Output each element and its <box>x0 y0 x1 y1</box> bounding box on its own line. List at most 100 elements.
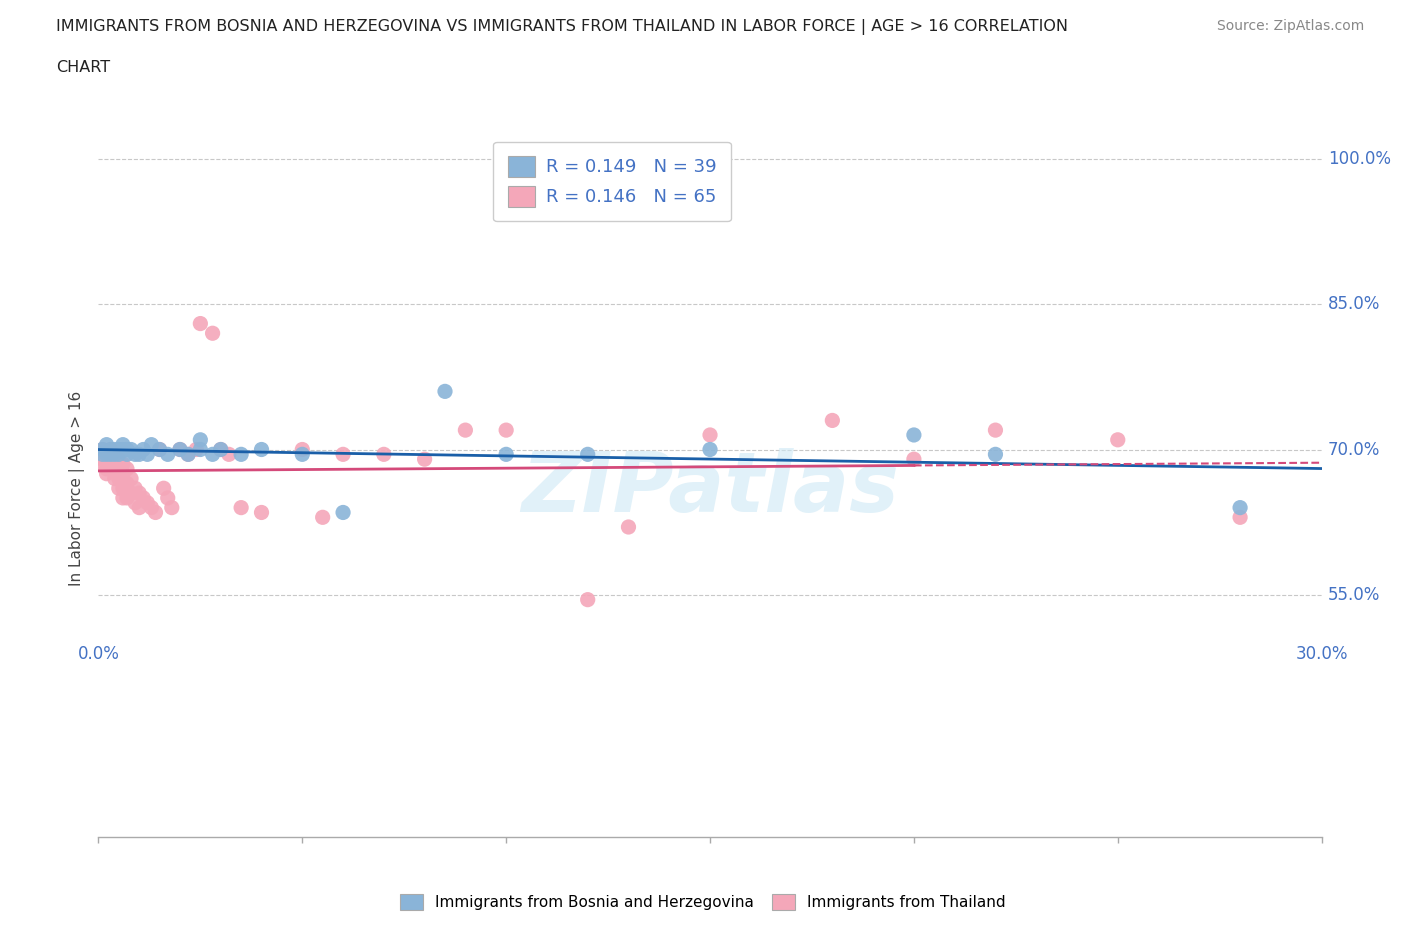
Point <box>984 423 1007 438</box>
Point <box>250 505 273 520</box>
Point <box>91 442 114 457</box>
Point <box>111 481 134 496</box>
Point <box>188 432 212 447</box>
Point <box>115 490 138 505</box>
Point <box>104 472 127 486</box>
Point <box>100 447 122 462</box>
Point <box>201 326 224 340</box>
Point <box>91 447 114 462</box>
Point <box>132 490 155 505</box>
Point <box>96 452 118 467</box>
Point <box>209 442 232 457</box>
Point <box>115 476 138 491</box>
Point <box>108 447 131 462</box>
Point <box>188 442 212 457</box>
Point <box>209 442 232 457</box>
Y-axis label: In Labor Force | Age > 16: In Labor Force | Age > 16 <box>69 391 86 586</box>
Point <box>108 472 131 486</box>
Point <box>699 442 721 457</box>
Text: Source: ZipAtlas.com: Source: ZipAtlas.com <box>1216 19 1364 33</box>
Point <box>495 447 517 462</box>
Point <box>96 437 118 452</box>
Point <box>91 442 114 457</box>
Point <box>434 384 457 399</box>
Point <box>136 447 159 462</box>
Point <box>96 447 118 462</box>
Text: 0.0%: 0.0% <box>77 645 120 663</box>
Point <box>108 452 131 467</box>
Point <box>128 485 150 500</box>
Point <box>149 442 172 457</box>
Point <box>160 500 183 515</box>
Text: 55.0%: 55.0% <box>1327 586 1381 604</box>
Legend: R = 0.149   N = 39, R = 0.146   N = 65: R = 0.149 N = 39, R = 0.146 N = 65 <box>494 141 731 221</box>
Point <box>177 447 200 462</box>
Point <box>111 437 134 452</box>
Text: CHART: CHART <box>56 60 110 75</box>
Point <box>100 442 122 457</box>
Point <box>111 442 134 457</box>
Point <box>115 442 138 457</box>
Point <box>984 447 1007 462</box>
Point <box>141 500 163 515</box>
Point <box>454 423 477 438</box>
Text: 85.0%: 85.0% <box>1327 295 1381 313</box>
Point <box>699 428 721 443</box>
Point <box>576 447 599 462</box>
Point <box>332 505 354 520</box>
Text: 70.0%: 70.0% <box>1327 441 1381 458</box>
Point <box>96 461 118 476</box>
Point <box>1107 432 1129 447</box>
Point <box>100 442 122 457</box>
Point <box>188 316 212 331</box>
Point <box>177 447 200 462</box>
Point <box>104 447 127 462</box>
Point <box>291 442 314 457</box>
Point <box>104 457 127 472</box>
Point <box>312 510 335 525</box>
Text: ZIPatlas: ZIPatlas <box>522 447 898 529</box>
Point <box>332 447 354 462</box>
Point <box>495 423 517 438</box>
Point <box>124 447 146 462</box>
Text: 100.0%: 100.0% <box>1327 150 1391 168</box>
Point <box>231 500 253 515</box>
Point <box>108 442 131 457</box>
Point <box>1229 500 1251 515</box>
Point <box>218 447 240 462</box>
Point <box>124 481 146 496</box>
Point <box>91 457 114 472</box>
Point <box>291 447 314 462</box>
Point <box>120 485 142 500</box>
Point <box>100 447 122 462</box>
Legend: Immigrants from Bosnia and Herzegovina, Immigrants from Thailand: Immigrants from Bosnia and Herzegovina, … <box>392 886 1014 918</box>
Point <box>128 500 150 515</box>
Point <box>201 447 224 462</box>
Text: 30.0%: 30.0% <box>1295 645 1348 663</box>
Point <box>96 466 118 481</box>
Point <box>149 442 172 457</box>
Point <box>617 520 640 535</box>
Point <box>141 437 163 452</box>
Point <box>186 442 208 457</box>
Point <box>903 452 925 467</box>
Point <box>115 461 138 476</box>
Point <box>104 442 127 457</box>
Point <box>115 447 138 462</box>
Point <box>111 490 134 505</box>
Text: IMMIGRANTS FROM BOSNIA AND HERZEGOVINA VS IMMIGRANTS FROM THAILAND IN LABOR FORC: IMMIGRANTS FROM BOSNIA AND HERZEGOVINA V… <box>56 19 1069 34</box>
Point <box>108 461 131 476</box>
Point <box>145 505 167 520</box>
Point <box>576 592 599 607</box>
Point <box>903 428 925 443</box>
Point <box>100 457 122 472</box>
Point <box>104 447 127 462</box>
Point <box>152 481 174 496</box>
Point <box>231 447 253 462</box>
Point <box>111 457 134 472</box>
Point <box>373 447 395 462</box>
Point <box>136 496 159 511</box>
Point <box>156 490 179 505</box>
Point <box>91 447 114 462</box>
Point <box>120 442 142 457</box>
